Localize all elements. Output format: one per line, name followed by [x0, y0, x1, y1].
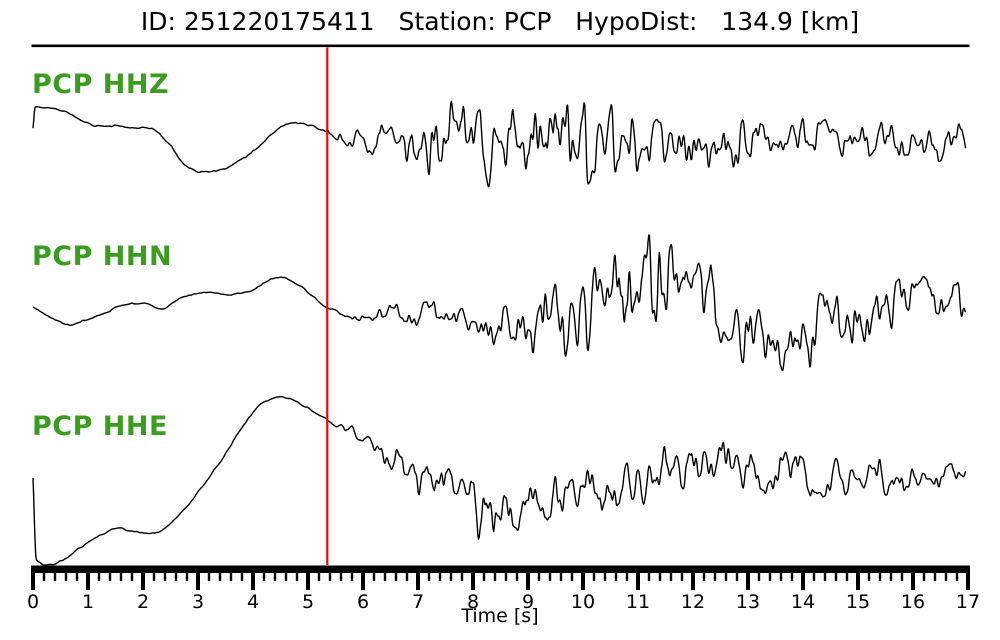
trace-hhe: [32, 396, 967, 566]
axis-tick-label: 15: [846, 591, 870, 613]
axis-tick-label: 2: [137, 591, 149, 613]
axis-tick-label: 3: [192, 591, 204, 613]
axis-tick-label: 16: [901, 591, 925, 613]
axis-tick-label: 10: [571, 591, 595, 613]
plot-title: ID: 251220175411 Station: PCP HypoDist: …: [140, 7, 860, 36]
axis-tick-label: 17: [956, 591, 980, 613]
axis-tick-label: 5: [302, 591, 314, 613]
axis-tick-label: 6: [357, 591, 369, 613]
trace-label-hhn: PCP HHN: [32, 241, 173, 272]
axis-spine: [31, 565, 970, 573]
axis-tick-label: 14: [791, 591, 815, 613]
trace-group: [32, 100, 967, 566]
axis-tick-label: 12: [681, 591, 705, 613]
trace-label-hhe: PCP HHE: [32, 411, 168, 442]
time-axis-label: Time [s]: [461, 605, 539, 627]
axis-tick-label: 11: [626, 591, 650, 613]
trace-hhn: [32, 234, 967, 371]
time-axis: 0 1 2 3 4 5 6 7 8 9 10 11 12 13 14 15 16 17: [27, 565, 980, 613]
axis-tick-label: 0: [27, 591, 39, 613]
trace-hhz: [32, 100, 967, 188]
axis-tick-label: 1: [82, 591, 94, 613]
axis-tick-label: 8: [467, 591, 479, 613]
trace-label-hhz: PCP HHZ: [32, 69, 170, 100]
axis-tick-label: 4: [247, 591, 259, 613]
axis-tick-label: 7: [412, 591, 424, 613]
axis-tick-label: 13: [736, 591, 760, 613]
axis-tick-label: 9: [522, 591, 534, 613]
